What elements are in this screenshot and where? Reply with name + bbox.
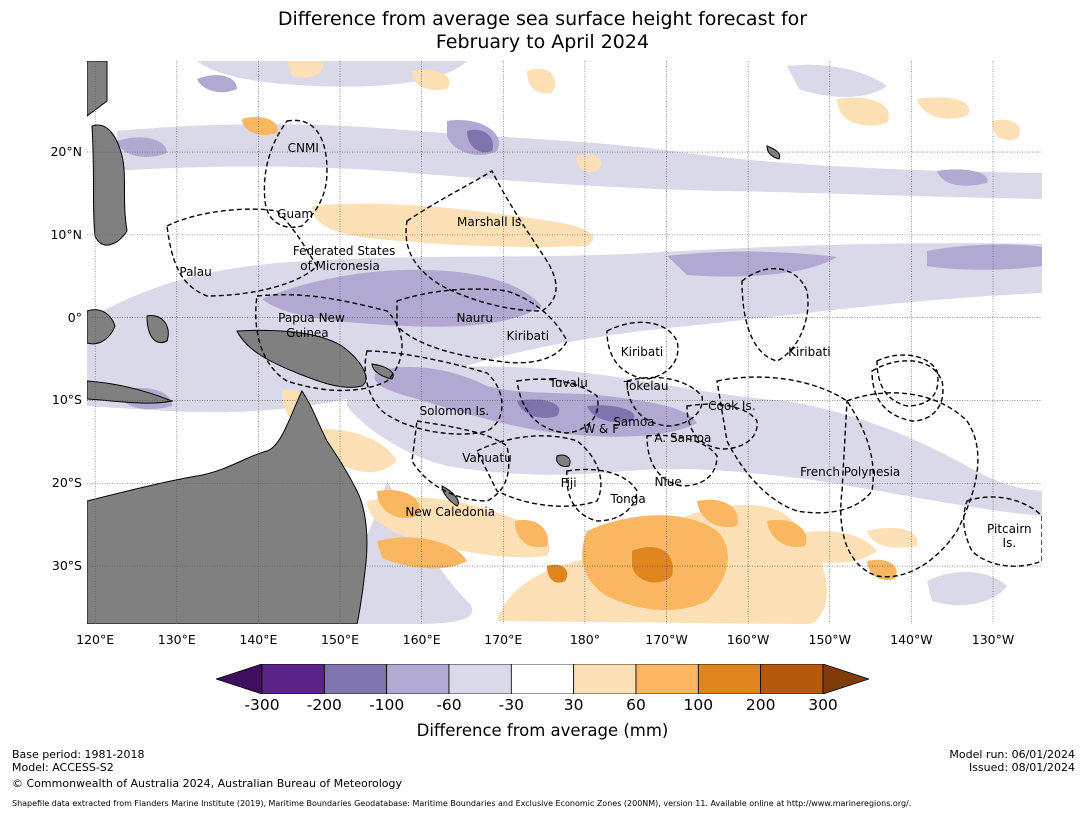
- colorbar-tick: -100: [369, 696, 405, 714]
- colorbar: [216, 664, 869, 694]
- region-label: Kiribati: [506, 328, 550, 343]
- region-label: Tuvalu: [549, 376, 588, 391]
- region-label: Samoa: [613, 414, 655, 429]
- colorbar-swatch: [386, 664, 450, 694]
- region-label: Tonga: [610, 491, 646, 506]
- lat-label: 10°S: [51, 392, 82, 408]
- chart-title-line-1: Difference from average sea surface heig…: [277, 8, 808, 30]
- lon-label: 120°E: [76, 632, 115, 647]
- lon-label: 160°E: [402, 632, 441, 647]
- region-label: Guinea: [286, 325, 329, 340]
- lon-label: 130°W: [971, 632, 1015, 647]
- lon-label: 170°E: [484, 632, 523, 647]
- eez-boundaries: [166, 119, 1042, 578]
- sulawesi: [146, 315, 169, 343]
- colorbar-tick: 30: [563, 696, 584, 714]
- lon-label: 150°E: [321, 632, 360, 647]
- region-label: Pitcairn: [987, 521, 1032, 536]
- lat-label: 30°S: [51, 558, 82, 574]
- region-label: Kiribati: [620, 345, 664, 360]
- colorbar-extend-high: [822, 664, 869, 694]
- region-label: W & F: [583, 422, 620, 437]
- region-label: Marshall Is.: [457, 215, 526, 230]
- lat-label: 20°S: [51, 475, 82, 491]
- nz-edge: [87, 61, 108, 117]
- region-label: Federated States: [292, 244, 396, 259]
- indonesia-west: [87, 380, 174, 404]
- lat-label: 20°N: [50, 144, 82, 160]
- colorbar-tick: -300: [244, 696, 280, 714]
- chart-title-line-2: February to April 2024: [435, 31, 650, 53]
- colorbar-swatch: [573, 664, 637, 694]
- lon-label: 170°W: [645, 632, 688, 647]
- colorbar-swatch: [635, 664, 699, 694]
- region-label: Cook Is.: [708, 399, 756, 414]
- lon-label: 130°E: [157, 632, 196, 647]
- region-label: Kiribati: [788, 345, 831, 360]
- australia: [87, 390, 368, 624]
- region-label: New Caledonia: [405, 505, 496, 520]
- colorbar-swatch: [697, 664, 762, 694]
- colorbar-tick: 60: [626, 696, 646, 714]
- colorbar-swatch: [261, 664, 325, 694]
- region-label: of Micronesia: [300, 259, 380, 274]
- sea-surface-height-map: [87, 61, 1042, 624]
- land-masses: [87, 61, 781, 624]
- lon-label: 180°: [569, 632, 600, 647]
- lat-label: 10°N: [50, 226, 82, 242]
- shapefile-credit: Shapefile data extracted from Flanders M…: [12, 799, 912, 808]
- solomon-islands: [371, 363, 394, 380]
- philippines: [91, 124, 128, 246]
- colorbar-swatch: [760, 664, 824, 694]
- graticule: [87, 61, 1042, 624]
- region-label: Fiji: [560, 476, 577, 491]
- region-label: Nauru: [456, 310, 493, 325]
- colorbar-swatch: [323, 664, 388, 694]
- colorbar-tick: -60: [436, 696, 462, 714]
- region-label: French Polynesia: [800, 465, 901, 480]
- model-text: Model: ACCESS-S2: [12, 761, 114, 774]
- hawaii: [766, 145, 781, 160]
- colorbar-extend-low: [216, 664, 263, 694]
- lon-label: 140°W: [890, 632, 933, 647]
- region-label: Guam: [277, 207, 314, 222]
- colorbar-swatch: [510, 664, 575, 694]
- borneo-sulawesi: [87, 309, 116, 345]
- colorbar-tick: 300: [808, 696, 838, 714]
- region-label: Vanuatu: [462, 450, 512, 465]
- region-label: Is.: [1002, 535, 1017, 550]
- colorbar-tick: -30: [498, 696, 524, 714]
- colorbar-tick: 100: [683, 696, 714, 714]
- colorbar-tick: -200: [306, 696, 342, 714]
- issued-text: Issued: 08/01/2024: [968, 761, 1075, 774]
- lon-label: 150°W: [808, 632, 851, 647]
- region-label: Solomon Is.: [419, 404, 490, 419]
- fiji: [556, 454, 571, 467]
- anomaly-negative-dark: [467, 129, 635, 423]
- region-label: A. Samoa: [654, 430, 712, 445]
- colorbar-tick: 200: [745, 696, 776, 714]
- new-guinea: [236, 329, 367, 388]
- region-label: Tokelau: [623, 378, 669, 393]
- lon-label: 140°E: [239, 632, 278, 647]
- region-label: Papua New: [278, 310, 345, 325]
- colorbar-swatch: [448, 664, 512, 694]
- lat-label: 0°: [67, 309, 82, 325]
- copyright-text: © Commonwealth of Australia 2024, Austra…: [12, 777, 402, 790]
- model-run-text: Model run: 06/01/2024: [949, 748, 1075, 761]
- colorbar-title: Difference from average (mm): [416, 721, 669, 740]
- region-label: Niue: [654, 475, 682, 490]
- base-period-text: Base period: 1981-2018: [12, 748, 145, 761]
- region-label: Palau: [179, 265, 212, 280]
- region-label: CNMI: [287, 140, 319, 155]
- lon-label: 160°W: [726, 632, 770, 647]
- anomaly-positive-dark: [547, 547, 673, 583]
